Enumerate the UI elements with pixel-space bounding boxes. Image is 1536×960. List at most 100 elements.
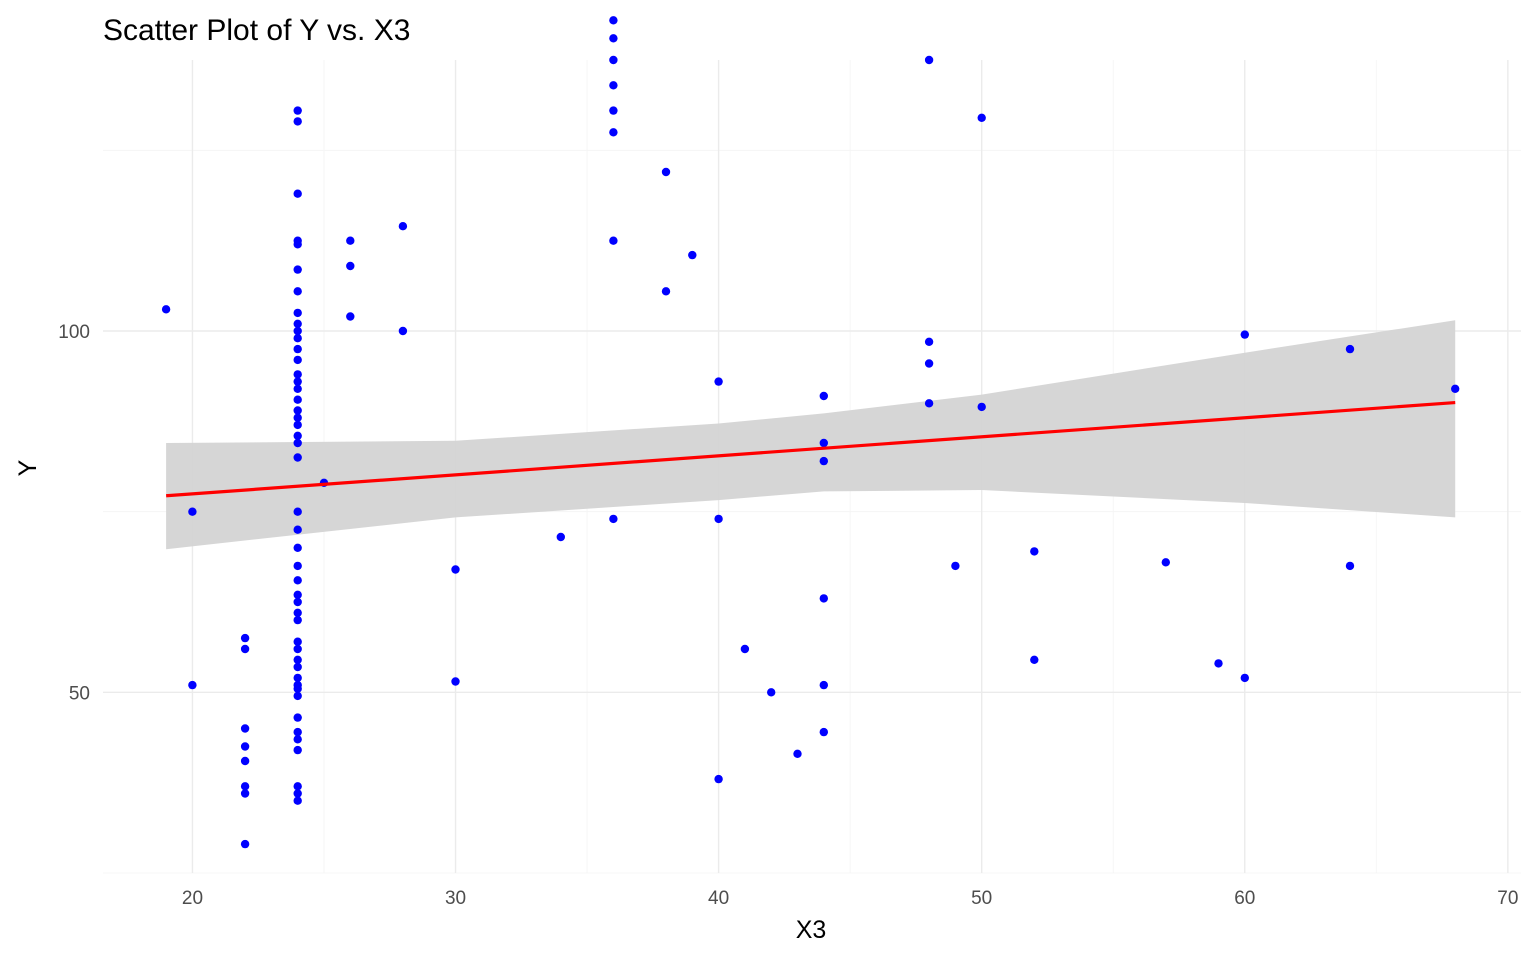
data-point [293, 796, 302, 805]
data-point [1030, 547, 1039, 556]
data-point [240, 644, 250, 654]
data-point [609, 106, 618, 115]
data-point [1214, 659, 1223, 668]
data-point [714, 377, 723, 386]
data-point [293, 438, 302, 448]
data-point [819, 456, 828, 466]
confidence-band-area [166, 320, 1456, 550]
data-point [293, 326, 302, 336]
data-point [293, 789, 302, 798]
data-point [661, 287, 671, 296]
data-point [293, 413, 302, 422]
data-point [293, 355, 302, 365]
data-point [293, 240, 302, 249]
data-point [1345, 344, 1355, 354]
data-point [346, 236, 355, 245]
x-tick-label: 20 [182, 888, 203, 909]
data-point [293, 615, 302, 625]
data-point [346, 261, 355, 271]
data-point [240, 782, 250, 791]
data-points [161, 16, 1460, 849]
data-point [346, 312, 355, 321]
data-point [293, 543, 302, 552]
data-point [609, 128, 618, 137]
data-point [293, 735, 302, 744]
data-point [819, 391, 828, 401]
data-point [293, 782, 302, 791]
data-point [240, 756, 250, 766]
data-point [293, 344, 302, 354]
data-point [293, 287, 302, 296]
data-point [188, 507, 197, 516]
data-point [819, 680, 828, 690]
data-point [451, 677, 460, 686]
data-point [1030, 655, 1039, 664]
data-point [451, 565, 460, 574]
data-point [240, 742, 250, 751]
data-point [793, 749, 802, 758]
data-point [293, 525, 302, 534]
data-point [1240, 330, 1250, 339]
data-point [293, 370, 302, 379]
data-point [293, 608, 302, 617]
data-point [240, 724, 250, 733]
confidence-band [166, 320, 1456, 550]
y-tick-label: 50 [69, 683, 90, 704]
data-point [293, 691, 302, 701]
data-point [609, 34, 618, 43]
data-point [977, 113, 986, 123]
data-point [293, 655, 302, 664]
data-point [240, 789, 250, 798]
data-point [161, 305, 171, 314]
data-point [293, 713, 302, 722]
data-point [398, 222, 408, 231]
data-point [609, 514, 618, 524]
data-point [293, 637, 302, 646]
data-point [740, 644, 750, 654]
data-point [293, 561, 302, 571]
y-axis-ticks: 50 100 [58, 322, 90, 704]
x-tick-label: 50 [971, 888, 992, 909]
data-point [977, 402, 986, 412]
data-point [293, 662, 302, 672]
data-point [293, 684, 302, 693]
data-point [609, 236, 618, 245]
data-point [293, 377, 302, 386]
data-point [609, 81, 618, 90]
data-point [293, 576, 302, 585]
data-point [293, 590, 302, 599]
data-point [819, 594, 828, 603]
data-point [819, 727, 828, 737]
data-point [924, 359, 934, 368]
data-point [1161, 558, 1171, 567]
data-point [688, 250, 697, 260]
data-point [293, 384, 302, 393]
data-point [1451, 384, 1460, 393]
data-point [240, 633, 250, 643]
x-tick-label: 60 [1234, 888, 1255, 909]
data-point [714, 774, 723, 784]
data-point [714, 514, 723, 524]
data-point [293, 117, 302, 126]
x-axis-title: X3 [796, 916, 827, 944]
data-point [293, 406, 302, 415]
data-point [293, 265, 302, 274]
data-point [293, 727, 302, 737]
x-tick-label: 40 [708, 888, 729, 909]
x-tick-label: 30 [445, 888, 466, 909]
data-point [609, 16, 618, 25]
data-point [293, 745, 302, 755]
data-point [293, 431, 302, 440]
data-point [819, 438, 828, 448]
x-axis-ticks: 20 30 40 50 60 70 [182, 888, 1519, 909]
data-point [293, 420, 302, 430]
data-point [924, 55, 934, 65]
data-point [293, 308, 302, 318]
data-point [293, 644, 302, 654]
data-point [1240, 673, 1250, 683]
data-point [293, 319, 302, 328]
chart-title: Scatter Plot of Y vs. X3 [103, 14, 410, 47]
data-point [293, 507, 302, 516]
